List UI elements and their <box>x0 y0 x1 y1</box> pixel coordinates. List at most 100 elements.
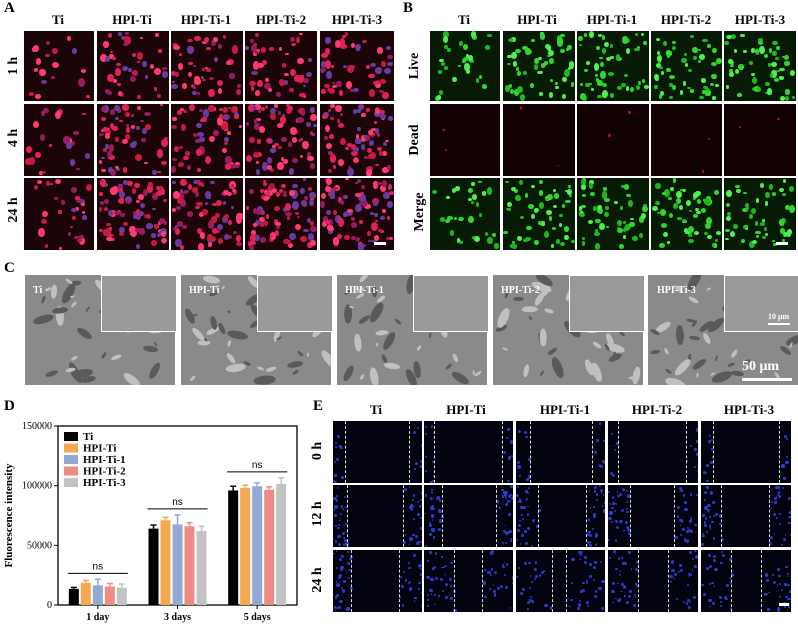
legend-swatch <box>64 432 78 441</box>
legend-label: HPI-Ti-3 <box>83 477 126 489</box>
b-tile-r1-c0 <box>430 104 500 176</box>
e-scratch-line-right <box>566 550 567 612</box>
e-scratch-line-left <box>347 485 348 547</box>
a-tile-r2-c0 <box>24 178 94 250</box>
c-inset-scale-label: 10 μm <box>768 312 790 321</box>
e-scratch-line-right <box>686 421 687 483</box>
e-tile-r0-c3 <box>608 421 698 483</box>
legend-label: HPI-Ti-1 <box>83 454 126 466</box>
b-col-hpi-ti-1: HPI-Ti-1 <box>586 12 638 27</box>
e-scratch-line-right <box>586 485 587 547</box>
c-label-hpi-ti-1: HPI-Ti-1 <box>345 285 384 296</box>
a-tile-r2-c2 <box>171 178 243 250</box>
bar <box>240 488 251 605</box>
significance-label: ns <box>252 460 263 471</box>
b-tile-r1-c4 <box>724 104 796 176</box>
bar <box>104 586 115 605</box>
e-scratch-line-left <box>618 421 619 483</box>
b-scale-bar <box>776 242 788 245</box>
a-tile-r1-c1 <box>97 104 169 176</box>
b-col-hpi-ti: HPI-Ti <box>517 12 557 27</box>
a-tile-r2-c1 <box>97 178 169 250</box>
panel-d-chart: 0 50000 100000 150000 Fluorescence intensity… <box>3 421 298 623</box>
e-tile-r1-c1 <box>424 485 513 547</box>
panel-label-d: D <box>4 398 15 414</box>
e-scratch-line-right <box>409 421 410 483</box>
c-scale-label: 50 μm <box>742 359 780 374</box>
e-tile-r0-c0 <box>333 421 422 483</box>
y-tick-label: 0 <box>47 600 52 611</box>
b-col-ti: Ti <box>457 12 471 27</box>
e-scratch-line-left <box>454 550 455 612</box>
a-row-1h: 1 h <box>6 56 21 76</box>
y-axis-label: Fluorescence intensity <box>3 463 15 567</box>
bar <box>172 524 183 605</box>
c-inset-0 <box>101 275 177 332</box>
b-tile-r0-c0 <box>430 31 500 101</box>
legend-swatch <box>64 443 78 453</box>
bar <box>92 585 103 605</box>
b-row-merge: Merge <box>412 192 427 232</box>
e-col-hpi-ti: HPI-Ti <box>446 402 486 417</box>
e-scratch-line-left <box>731 550 732 612</box>
significance-label: ns <box>172 497 183 508</box>
e-scratch-line-left <box>530 421 531 483</box>
legend-swatch <box>64 455 78 464</box>
panel-label-b: B <box>403 0 414 16</box>
a-tile-r0-c4 <box>320 31 394 101</box>
legend-swatch <box>64 466 78 476</box>
c-label-hpi-ti-2: HPI-Ti-2 <box>501 285 540 296</box>
e-scratch-line-right <box>769 485 770 547</box>
e-scratch-line-left <box>351 550 352 612</box>
legend-swatch <box>64 478 78 487</box>
legend-label: HPI-Ti-2 <box>83 466 126 478</box>
a-col-hpi-ti-3: HPI-Ti-3 <box>331 12 383 27</box>
e-scratch-line-left <box>721 485 722 547</box>
a-tile-r0-c2 <box>171 31 243 101</box>
c-inset-4 <box>724 275 798 332</box>
y-tick-label: 50000 <box>27 540 52 551</box>
a-row-4h: 4 h <box>6 128 21 148</box>
bar <box>68 588 79 605</box>
bar <box>228 490 239 605</box>
e-tile-r2-c0 <box>333 550 422 612</box>
c-label-ti: Ti <box>33 285 43 296</box>
c-label-hpi-ti-3: HPI-Ti-3 <box>657 285 696 296</box>
b-tile-r1-c2 <box>577 104 649 176</box>
e-scratch-line-right <box>482 550 483 612</box>
bar <box>252 486 263 605</box>
e-row-24h: 24 h <box>310 567 325 593</box>
a-tile-r1-c3 <box>245 104 317 176</box>
e-scratch-line-right <box>502 421 503 483</box>
bar <box>264 489 275 605</box>
bar <box>148 528 159 605</box>
b-tile-r0-c1 <box>503 31 575 101</box>
bar <box>160 520 171 605</box>
a-tile-r1-c0 <box>24 104 94 176</box>
e-scratch-line-left <box>630 485 631 547</box>
e-scratch-line-right <box>761 550 762 612</box>
y-tick-label: 100000 <box>22 481 52 492</box>
panel-label-c: C <box>4 260 15 276</box>
c-inset-scale-bar <box>768 323 790 325</box>
e-tile-r2-c3 <box>608 550 698 612</box>
e-tile-r1-c2 <box>516 485 605 547</box>
b-col-hpi-ti-2: HPI-Ti-2 <box>660 12 712 27</box>
x-tick-label: 1 day <box>86 612 109 623</box>
c-scale-bar <box>742 378 792 381</box>
b-tile-r1-c1 <box>503 104 575 176</box>
e-scratch-line-right <box>403 485 404 547</box>
e-tile-r2-c1 <box>424 550 513 612</box>
a-tile-r2-c4 <box>320 178 394 250</box>
b-col-hpi-ti-3: HPI-Ti-3 <box>734 12 786 27</box>
a-scale-bar <box>374 242 386 245</box>
bar <box>184 526 195 605</box>
e-scratch-line-right <box>674 485 675 547</box>
c-inset-3 <box>569 275 645 332</box>
a-col-hpi-ti-2: HPI-Ti-2 <box>255 12 307 27</box>
panel-label-e: E <box>313 398 324 414</box>
c-inset-2 <box>413 275 489 332</box>
e-col-hpi-ti-2: HPI-Ti-2 <box>631 402 683 417</box>
e-tile-r0-c4 <box>701 421 791 483</box>
e-row-12h: 12 h <box>310 501 325 527</box>
